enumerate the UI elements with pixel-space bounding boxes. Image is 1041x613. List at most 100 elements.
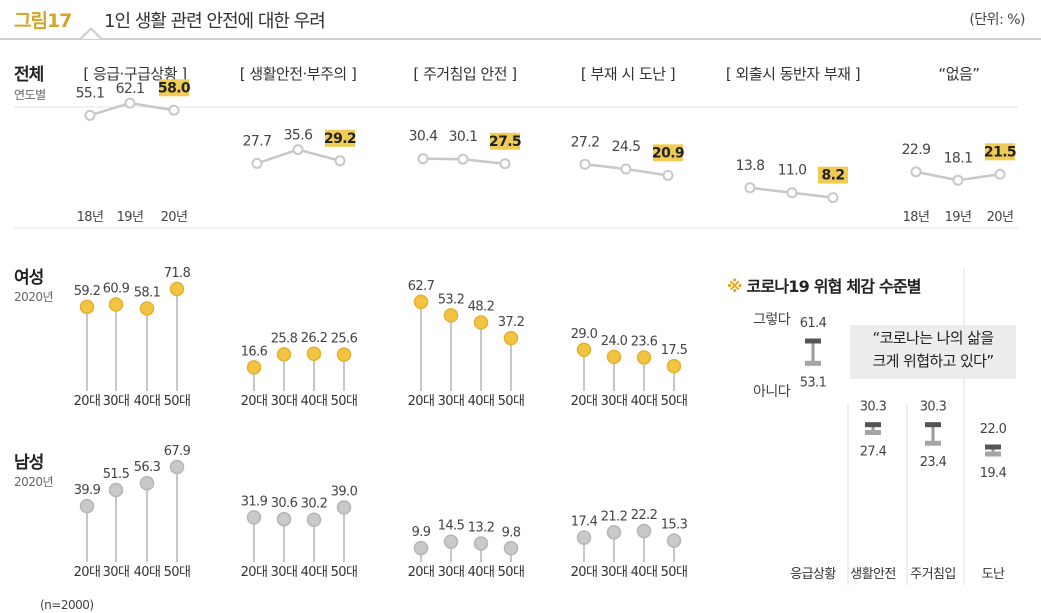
female-value-label-0-1: 60.9 xyxy=(103,281,130,296)
female-age-tick-0-0: 20대 xyxy=(74,394,101,409)
covid-legend-yes: 그렇다 xyxy=(753,312,791,328)
total-point-intrusion-2 xyxy=(499,158,511,170)
female-age-tick-1-1: 30대 xyxy=(271,394,298,409)
covid-category-2: 주거침입 xyxy=(910,567,955,582)
highlight-box-safety xyxy=(325,129,355,147)
female-dot-3-3 xyxy=(666,358,682,374)
category-header-intrusion: [ 주거침입 안전 ] xyxy=(413,65,517,83)
female-age-tick-2-1: 30대 xyxy=(438,394,465,409)
category-header-companion: [ 외출시 동반자 부재 ] xyxy=(725,65,861,83)
covid-cap-no-0 xyxy=(805,360,821,366)
year-tick-emergency-0: 18년 xyxy=(77,210,104,225)
female-dot-0-1 xyxy=(108,297,124,312)
male-value-label-3-1: 21.2 xyxy=(601,509,628,524)
total-point-emergency-0 xyxy=(84,109,96,121)
male-age-tick-0-0: 20대 xyxy=(74,565,101,580)
total-value-label-companion-1: 11.0 xyxy=(778,163,807,179)
male-dot-1-1 xyxy=(276,511,292,527)
male-value-label-1-0: 31.9 xyxy=(241,494,268,509)
total-value-label-safety-0: 27.7 xyxy=(243,133,272,149)
female-age-tick-2-3: 50대 xyxy=(498,394,525,409)
covid-cap-yes-3 xyxy=(985,444,1001,450)
sample-size-note: (n=2000) xyxy=(40,598,94,612)
total-value-label-theft-0: 27.2 xyxy=(571,134,600,150)
female-value-label-1-0: 16.6 xyxy=(241,344,268,359)
female-value-label-3-1: 24.0 xyxy=(601,334,628,349)
covid-value-yes-2: 30.3 xyxy=(920,400,947,415)
female-dot-1-3 xyxy=(336,347,352,362)
covid-value-no-2: 23.4 xyxy=(920,455,947,470)
total-value-label-none-0: 22.9 xyxy=(902,142,931,158)
total-point-theft-1 xyxy=(620,163,632,175)
covid-cap-yes-2 xyxy=(925,422,941,428)
covid-value-no-0: 53.1 xyxy=(800,375,827,390)
male-dot-2-1 xyxy=(443,534,459,549)
unit-label: (단위: %) xyxy=(969,12,1025,28)
total-point-safety-0 xyxy=(251,157,263,169)
female-dot-1-0 xyxy=(246,360,262,375)
female-dot-3-1 xyxy=(606,349,622,365)
female-value-label-2-3: 37.2 xyxy=(498,315,525,330)
row-label-male: 남성 xyxy=(14,453,44,473)
male-dot-0-3 xyxy=(169,459,185,475)
highlight-box-none xyxy=(985,143,1015,161)
covid-chart-title: ※ 코로나19 위협 체감 수준별 xyxy=(727,273,922,297)
male-dot-3-3 xyxy=(666,533,682,548)
covid-value-no-3: 19.4 xyxy=(980,466,1007,481)
year-tick-emergency-1: 19년 xyxy=(117,210,144,225)
header-divider xyxy=(0,38,1041,40)
total-value-label-none-2: 21.5 xyxy=(984,144,1016,160)
male-dot-1-3 xyxy=(336,500,352,515)
covid-cap-no-1 xyxy=(865,429,881,435)
female-age-tick-0-2: 40대 xyxy=(134,394,161,409)
total-value-label-safety-2: 29.2 xyxy=(324,131,356,147)
highlight-box-intrusion xyxy=(490,132,520,150)
highlight-box-emergency xyxy=(159,79,189,97)
total-value-label-intrusion-2: 27.5 xyxy=(489,134,521,150)
male-age-tick-3-0: 20대 xyxy=(571,565,598,580)
male-dot-3-2 xyxy=(636,523,652,539)
male-age-tick-2-0: 20대 xyxy=(408,565,435,580)
total-value-label-emergency-2: 58.0 xyxy=(158,80,191,96)
total-value-label-companion-2: 8.2 xyxy=(821,168,844,184)
figure-label: 그림17 xyxy=(14,10,72,32)
total-point-companion-2 xyxy=(827,192,839,204)
male-value-label-2-0: 9.9 xyxy=(412,525,431,540)
female-age-tick-1-2: 40대 xyxy=(301,394,328,409)
female-age-tick-3-0: 20대 xyxy=(571,394,598,409)
total-value-label-theft-1: 24.5 xyxy=(612,139,641,155)
quote-line-2: 크게 위협하고 있다” xyxy=(872,352,994,370)
female-dot-2-2 xyxy=(473,315,489,330)
covid-value-no-1: 27.4 xyxy=(860,444,887,459)
female-value-label-2-2: 48.2 xyxy=(468,300,495,315)
total-value-label-emergency-0: 55.1 xyxy=(76,85,105,101)
year-tick-none-2: 20년 xyxy=(987,210,1014,225)
female-dot-3-0 xyxy=(576,342,592,358)
female-age-tick-3-1: 30대 xyxy=(601,394,628,409)
category-header-safety: [ 생활안전·부주의 ] xyxy=(239,65,357,83)
total-value-label-intrusion-1: 30.1 xyxy=(449,129,478,145)
category-header-theft: [ 부재 시 도난 ] xyxy=(580,65,676,83)
total-value-label-intrusion-0: 30.4 xyxy=(409,129,438,145)
total-point-intrusion-0 xyxy=(417,153,429,165)
row-sub-total: 연도별 xyxy=(14,88,46,102)
female-value-label-3-0: 29.0 xyxy=(571,327,598,342)
male-age-tick-2-3: 50대 xyxy=(498,565,525,580)
total-point-theft-2 xyxy=(662,169,674,181)
quote-line-1: “코로나는 나의 삶을 xyxy=(872,329,994,347)
total-point-none-0 xyxy=(910,166,922,178)
male-age-tick-2-2: 40대 xyxy=(468,565,495,580)
total-point-safety-1 xyxy=(292,144,304,156)
male-age-tick-3-2: 40대 xyxy=(631,565,658,580)
female-value-label-0-3: 71.8 xyxy=(164,266,191,281)
category-header-emergency: [ 응급·구급상황 ] xyxy=(83,65,187,83)
male-age-tick-0-1: 30대 xyxy=(103,565,130,580)
male-value-label-2-2: 13.2 xyxy=(468,521,495,536)
covid-category-0: 응급상황 xyxy=(790,567,836,582)
header-notch-inner xyxy=(82,30,100,39)
male-age-tick-1-3: 50대 xyxy=(331,565,358,580)
year-tick-emergency-2: 20년 xyxy=(161,210,188,225)
male-value-label-3-2: 22.2 xyxy=(631,508,658,523)
total-value-label-emergency-1: 62.1 xyxy=(116,81,145,97)
covid-cap-yes-0 xyxy=(805,338,821,344)
